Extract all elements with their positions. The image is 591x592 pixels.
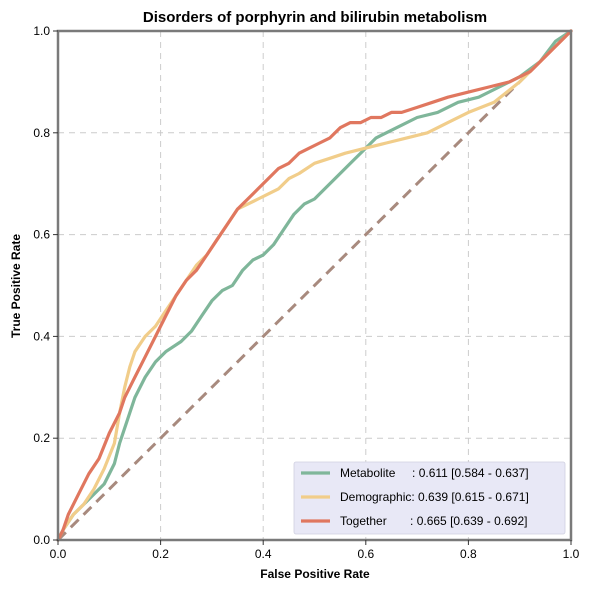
y-tick-label: 0.0 <box>33 533 50 547</box>
legend-label-together: Together : 0.665 [0.639 - 0.692] <box>340 514 527 528</box>
diagonal-reference <box>56 29 573 542</box>
x-tick-label: 0.4 <box>255 547 272 561</box>
y-tick-label: 0.2 <box>33 431 50 445</box>
roc-curve-metabolite <box>56 29 573 542</box>
legend: Metabolite : 0.611 [0.584 - 0.637] Demogr… <box>293 461 566 535</box>
legend-label-demographic: Demographic: 0.639 [0.615 - 0.671] <box>340 490 529 504</box>
plot-frame <box>56 29 573 542</box>
roc-curves <box>56 29 573 542</box>
legend-box <box>293 461 566 535</box>
y-tick-label: 0.4 <box>33 329 50 343</box>
chance-diagonal-line <box>56 29 573 542</box>
x-tick-label: 0.2 <box>152 547 169 561</box>
y-ticks: 0.0 0.2 0.4 0.6 0.8 1.0 <box>33 24 58 547</box>
x-tick-label: 0.8 <box>460 547 477 561</box>
y-tick-label: 0.8 <box>33 126 50 140</box>
grid-lines <box>58 31 571 540</box>
x-tick-label: 1.0 <box>563 547 580 561</box>
legend-label-metabolite: Metabolite : 0.611 [0.584 - 0.637] <box>340 466 529 480</box>
x-tick-label: 0.6 <box>357 547 374 561</box>
roc-curve-together <box>56 29 573 542</box>
x-axis-label: False Positive Rate <box>260 567 370 581</box>
y-tick-label: 1.0 <box>33 24 50 38</box>
y-tick-label: 0.6 <box>33 228 50 242</box>
x-tick-label: 0.0 <box>50 547 67 561</box>
x-ticks: 0.0 0.2 0.4 0.6 0.8 1.0 <box>50 540 580 561</box>
y-axis-label: True Positive Rate <box>9 234 23 338</box>
chart-title: Disorders of porphyrin and bilirubin met… <box>143 9 487 26</box>
